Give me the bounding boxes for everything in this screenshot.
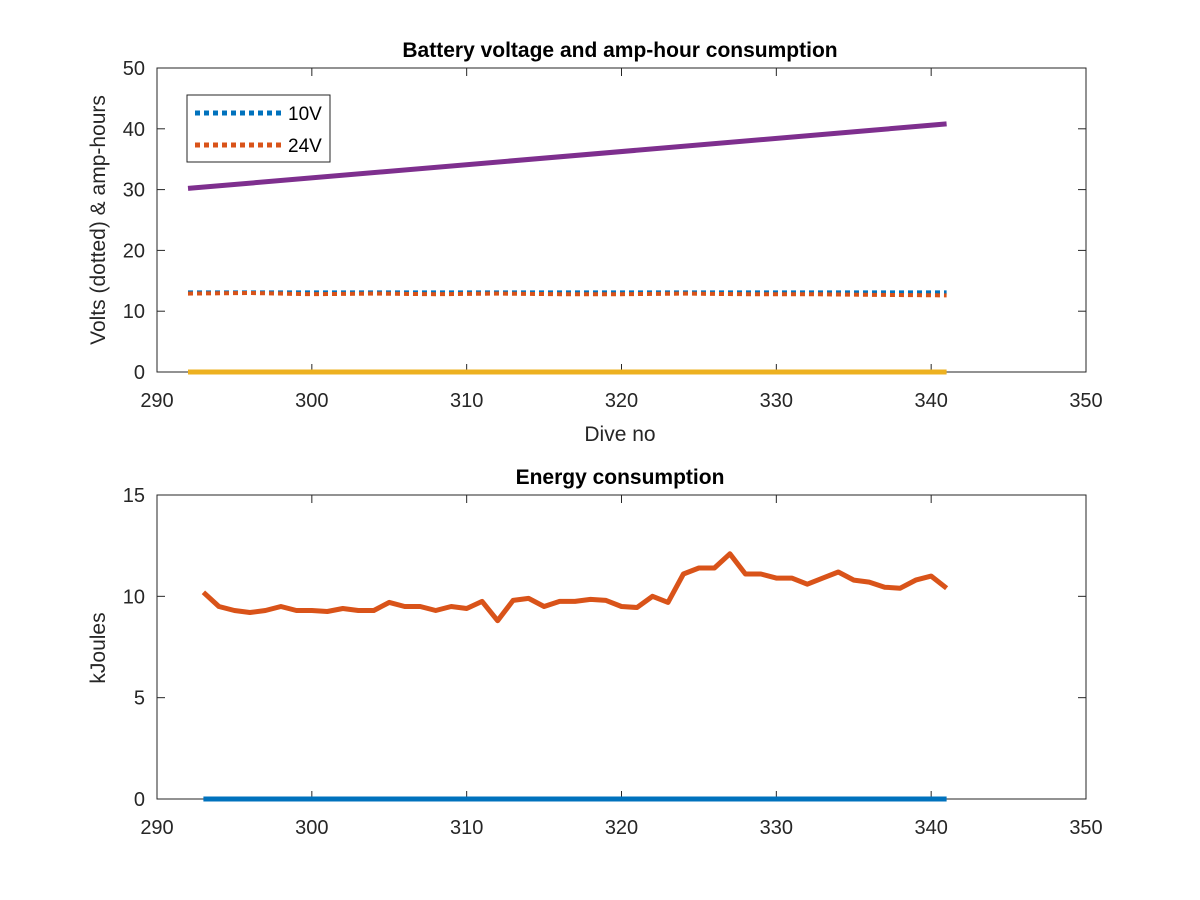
y-tick-label: 10 [123,586,145,608]
x-tick-label: 320 [605,817,638,839]
x-tick-label: 310 [450,390,483,412]
x-tick-label: 290 [140,390,173,412]
energy-axes: Energy consumption kJoules 290 300 310 320 3… [87,466,1103,839]
legend-label-24v: 24V [288,136,322,157]
y-axis-label: Volts (dotted) & amp-hours [87,95,110,345]
x-tick-label: 300 [295,817,328,839]
legend-box [186,94,331,163]
x-tick-label: 290 [140,817,173,839]
chart-title: Battery voltage and amp-hour consumption [402,39,837,62]
chart-title: Energy consumption [516,466,725,489]
x-tick-label: 310 [450,817,483,839]
axes-box [156,494,1087,800]
y-tick-label: 20 [123,240,145,262]
y-tick-label: 50 [123,58,145,80]
series-line-0-3 [187,121,947,191]
y-tick-label: 15 [123,485,145,507]
plot-area: 290 300 310 320 330 340 350 0 5 10 15 [123,485,1103,839]
y-tick-label: 30 [123,180,145,202]
x-axis-label: Dive no [584,423,655,446]
x-tick-label: 330 [760,390,793,412]
series-line-1-1 [201,551,949,624]
x-tick-label: 350 [1069,390,1102,412]
y-tick-label: 5 [134,688,145,710]
x-tick-label: 340 [914,817,947,839]
legend-label-10v: 10V [288,104,322,125]
x-tick-label: 340 [914,390,947,412]
legend: 10V 24V [186,94,331,163]
series-line-24v [187,291,947,298]
x-tick-label: 350 [1069,817,1102,839]
y-tick-label: 10 [123,301,145,323]
voltage-axes: Battery voltage and amp-hour consumption… [87,39,1103,446]
y-axis-label: kJoules [87,612,110,683]
y-tick-label: 40 [123,119,145,141]
x-tick-label: 330 [760,817,793,839]
y-tick-label: 0 [134,362,145,384]
x-tick-label: 320 [605,390,638,412]
y-tick-label: 0 [134,789,145,811]
x-tick-label: 300 [295,390,328,412]
